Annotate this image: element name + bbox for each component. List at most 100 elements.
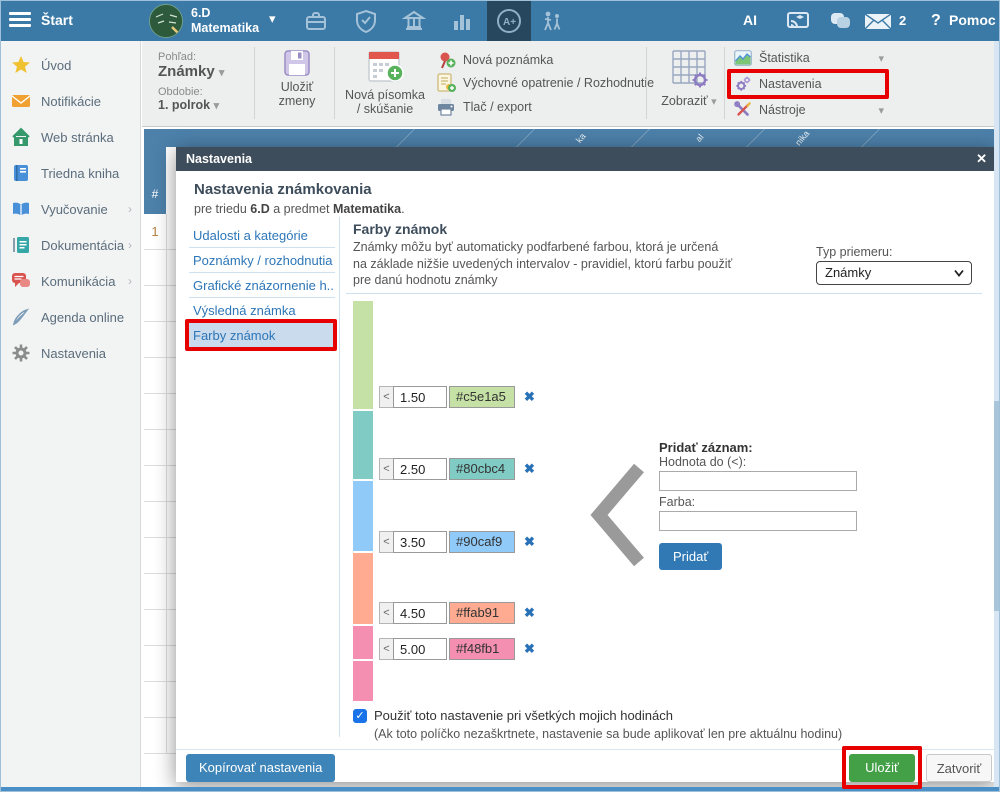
average-type-select[interactable]: Známky [816, 261, 972, 285]
scale-segment-2 [353, 411, 373, 479]
sidebar-label: Web stránka [41, 129, 114, 145]
ai-button[interactable]: AI [743, 12, 757, 28]
menu-divider [339, 217, 340, 737]
display-button[interactable]: Zobraziť ▾ [654, 47, 724, 108]
menu-item-vysledna[interactable]: Výsledná známka [189, 298, 335, 323]
color-swatch-field[interactable]: #c5e1a5 [449, 386, 515, 408]
row-number-cell: 1 [144, 214, 167, 249]
add-color-input[interactable] [659, 511, 857, 531]
sidebar: Úvod Notifikácie Web stránka Triedna kni… [1, 41, 141, 787]
hamburger-menu-icon[interactable] [9, 12, 33, 30]
color-rule-row: < #f48fb1 ✖ [379, 638, 535, 660]
class-dropdown-caret-icon[interactable]: ▾ [269, 11, 276, 26]
sidebar-item-nastavenia[interactable]: Nastavenia [1, 335, 140, 371]
caret-down-icon: ▾ [213, 100, 220, 112]
menu-item-udalosti[interactable]: Udalosti a kategórie [189, 223, 335, 248]
add-value-label: Hodnota do (<): [659, 455, 747, 469]
delete-rule-icon[interactable]: ✖ [524, 534, 535, 549]
delete-rule-icon[interactable]: ✖ [524, 389, 535, 404]
new-note-button[interactable]: Nová poznámka [436, 50, 553, 70]
footer-divider [176, 749, 997, 750]
threshold-input[interactable] [393, 638, 447, 660]
menu-item-farby-znamok[interactable]: Farby známok [189, 323, 335, 348]
save-button[interactable]: Uložiť [849, 754, 915, 782]
pen-icon [12, 308, 30, 326]
grades-a-plus-icon: A+ [497, 9, 521, 33]
sidebar-label: Nastavenia [41, 345, 107, 361]
start-link[interactable]: Štart [41, 12, 73, 28]
color-swatch-field[interactable]: #ffab91 [449, 602, 515, 624]
parents-students-icon[interactable] [539, 9, 565, 33]
display-label: Zobraziť ▾ [661, 94, 717, 108]
measure-button[interactable]: Výchovné opatrenie / Rozhodnutie [436, 73, 654, 93]
sidebar-item-vyucovanie[interactable]: Vyučovanie › [1, 191, 140, 227]
help-question-icon[interactable]: ? [931, 12, 941, 29]
house-icon [12, 127, 30, 146]
threshold-input[interactable] [393, 531, 447, 553]
chat-bubbles-icon[interactable] [827, 9, 853, 33]
tools-icon [734, 101, 751, 116]
print-export-button[interactable]: Tlač / export [436, 97, 532, 117]
view-selector: Pohľad: Známky ▾ Obdobie: 1. polrok ▾ [158, 51, 224, 112]
sidebar-item-web-stranka[interactable]: Web stránka [1, 119, 140, 155]
sidebar-item-notifikacie[interactable]: Notifikácie [1, 83, 140, 119]
dialog-heading: Nastavenia známkovania [194, 181, 372, 198]
delete-rule-icon[interactable]: ✖ [524, 641, 535, 656]
scale-segment-3 [353, 481, 373, 551]
mail-icon[interactable] [863, 9, 893, 33]
help-link[interactable]: Pomoc [949, 12, 996, 28]
color-swatch-field[interactable]: #90caf9 [449, 531, 515, 553]
color-swatch-field[interactable]: #f48fb1 [449, 638, 515, 660]
period-dropdown[interactable]: 1. polrok ▾ [158, 98, 220, 112]
statistics-dropdown[interactable]: Štatistika ▾ [734, 50, 884, 66]
new-exam-label: Nová písomka [345, 88, 425, 102]
sidebar-item-triedna-kniha[interactable]: Triedna kniha [1, 155, 140, 191]
sidebar-label: Agenda online [41, 309, 125, 325]
measure-label: Výchovné opatrenie / Rozhodnutie [463, 76, 655, 90]
page-scrollbar[interactable] [994, 41, 999, 787]
briefcase-icon[interactable] [303, 9, 329, 33]
class-name: 6.D [191, 6, 211, 20]
threshold-input[interactable] [393, 386, 447, 408]
grades-tab-active[interactable]: A+ [487, 1, 531, 41]
dialog-titlebar[interactable]: Nastavenia ✕ [176, 147, 997, 171]
menu-item-graficke[interactable]: Grafické znázornenie h... [189, 273, 335, 298]
save-changes-button[interactable]: Uložiť zmeny [262, 49, 332, 108]
sidebar-item-agenda-online[interactable]: Agenda online [1, 299, 140, 335]
class-avatar[interactable] [149, 4, 183, 38]
chevron-right-icon: › [128, 238, 132, 252]
apply-all-checkbox[interactable]: ✓ [353, 708, 367, 723]
bar-chart-icon[interactable] [449, 9, 475, 33]
class-subject-selector[interactable]: 6.D Matematika [191, 6, 259, 36]
section-heading: Farby známok [353, 221, 448, 237]
toolbar-separator [646, 47, 647, 119]
caret-down-icon: ▾ [711, 96, 717, 108]
sidebar-item-dokumentacia[interactable]: Dokumentácia › [1, 227, 140, 263]
close-icon[interactable]: ✕ [976, 151, 987, 166]
sidebar-item-komunikacia[interactable]: Komunikácia › [1, 263, 140, 299]
threshold-input[interactable] [393, 602, 447, 624]
delete-rule-icon[interactable]: ✖ [524, 605, 535, 620]
add-value-input[interactable] [659, 471, 857, 491]
menu-item-poznamky[interactable]: Poznámky / rozhodnutia [189, 248, 335, 273]
apply-all-note: (Ak toto políčko nezaškrtnete, nastaveni… [374, 727, 843, 741]
svg-text:A+: A+ [503, 17, 516, 28]
sidebar-item-uvod[interactable]: Úvod [1, 47, 140, 83]
scrollbar-thumb[interactable] [994, 401, 999, 611]
add-button[interactable]: Pridať [659, 543, 723, 570]
gears-icon [736, 76, 751, 91]
close-button[interactable]: Zatvoriť [926, 754, 992, 782]
color-swatch-field[interactable]: #80cbc4 [449, 458, 515, 480]
settings-menu-item[interactable]: Nastavenia [734, 75, 884, 93]
screencast-icon[interactable] [785, 9, 811, 33]
floppy-disk-icon [284, 50, 310, 76]
institution-icon[interactable] [401, 9, 427, 33]
delete-rule-icon[interactable]: ✖ [524, 461, 535, 476]
tools-dropdown[interactable]: Nástroje ▾ [734, 101, 884, 119]
new-exam-button[interactable]: Nová písomka / skúšanie [338, 49, 432, 116]
view-dropdown[interactable]: Známky ▾ [158, 63, 225, 80]
shield-check-icon[interactable] [353, 9, 379, 33]
copy-settings-button[interactable]: Kopírovať nastavenia [186, 754, 336, 782]
subject-name: Matematika [191, 21, 260, 35]
threshold-input[interactable] [393, 458, 447, 480]
